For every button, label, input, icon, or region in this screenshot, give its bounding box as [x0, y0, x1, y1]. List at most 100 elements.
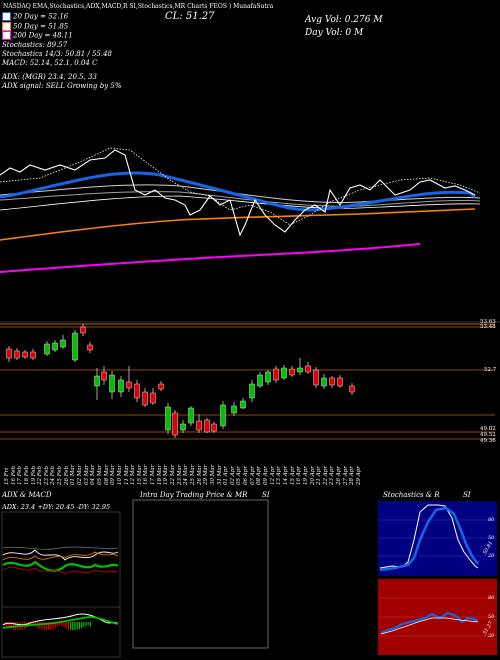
- macd-bar: [67, 622, 69, 630]
- ema-band-line: [0, 184, 481, 203]
- dotted-overlay-line: [0, 147, 481, 226]
- candle-up: [249, 383, 255, 399]
- macd-bar: [41, 622, 43, 630]
- indicator-legend: 20 Day = 52.16 50 Day = 51.85 200 Day = …: [2, 12, 121, 91]
- date-label: 27 Apr: [342, 466, 349, 485]
- date-label: 17 Mar: [150, 464, 157, 485]
- adx-line-orange: [2, 551, 119, 561]
- date-label: 25 Mar: [189, 464, 196, 485]
- date-label: 17 Feb: [17, 465, 24, 485]
- date-label: 16 Mar: [143, 464, 150, 485]
- date-label: 19 Mar: [163, 464, 170, 485]
- candle-up: [257, 374, 263, 387]
- macd-bar: [45, 622, 47, 630]
- date-label: 16 Apr: [296, 466, 303, 485]
- macd-bar: [85, 622, 87, 626]
- candle-up: [44, 343, 50, 355]
- candle-down: [142, 391, 148, 406]
- date-label: 22 Mar: [170, 464, 177, 485]
- macd-histogram: [4, 622, 91, 630]
- date-label: 14 Apr: [282, 466, 289, 485]
- macd-bar: [59, 622, 61, 626]
- candle-down: [158, 383, 164, 390]
- candle-down: [289, 368, 295, 376]
- date-label: 15 Apr: [289, 466, 296, 485]
- date-label: 07 Apr: [249, 466, 256, 485]
- macd-bar: [70, 622, 72, 630]
- candle-up: [109, 374, 115, 393]
- macd-bar: [52, 622, 54, 629]
- date-label: 05 Apr: [236, 466, 243, 485]
- price-line: [0, 149, 476, 237]
- ema20-row: 20 Day = 52.16: [2, 12, 121, 22]
- date-label: 09 Mar: [110, 464, 117, 485]
- ema200-line: [0, 243, 421, 273]
- candle-down: [134, 383, 140, 399]
- macd-bar: [83, 622, 85, 628]
- stochastics-label: Stochastics: 89.57: [2, 40, 68, 49]
- candle-down: [313, 369, 319, 386]
- date-label: 24 Feb: [50, 465, 57, 485]
- ema-band-line: [0, 191, 481, 207]
- date-label: 23 Feb: [43, 465, 50, 485]
- candle-down: [150, 392, 156, 404]
- macd-bar: [30, 622, 32, 626]
- macd-bar: [28, 622, 30, 627]
- day-volume-label: Day Vol: 0 M: [305, 28, 364, 38]
- candle-down: [196, 420, 202, 431]
- candle-up: [281, 367, 287, 379]
- rsi-tick: 20: [488, 633, 495, 639]
- adx-line-grey: [2, 546, 119, 550]
- macd-bar: [48, 622, 50, 630]
- level-label: 52.7: [484, 367, 497, 373]
- candle-up: [118, 379, 124, 393]
- date-label: 03 Mar: [83, 464, 90, 485]
- candle-down: [126, 381, 132, 389]
- ema20-swatch: [2, 12, 11, 21]
- date-label: 31 Mar: [216, 464, 223, 485]
- macd-bar: [21, 622, 23, 630]
- ema50-swatch: [2, 21, 11, 31]
- macd-line-white: [2, 613, 119, 626]
- candle-down: [6, 348, 12, 359]
- macd-bar: [17, 622, 19, 630]
- rsi-signal-line: [380, 617, 479, 635]
- ema20-label: 20 Day = 52.16: [13, 12, 69, 21]
- date-label: 29 Apr: [356, 466, 362, 485]
- adx-line-green: [2, 560, 119, 572]
- date-label: 26 Mar: [196, 464, 203, 485]
- date-label: 18 Feb: [23, 465, 30, 485]
- stochastics-panel-bg: [378, 501, 497, 576]
- candle-down: [30, 351, 36, 359]
- candle-up: [220, 404, 226, 427]
- rsi-tick: 50: [488, 614, 495, 620]
- adx-panel-title: ADX & MACD: [2, 491, 52, 499]
- rsi-line: [380, 611, 479, 635]
- date-label: 15 Fri: [4, 468, 10, 485]
- date-label: 24 Mar: [183, 464, 190, 485]
- date-label: 22 Feb: [37, 465, 44, 485]
- intraday-panel-si: SI: [262, 491, 270, 499]
- stoch-tick: 20: [488, 553, 495, 559]
- date-label: 01 Apr: [223, 466, 230, 485]
- date-label: 23 Mar: [176, 464, 183, 485]
- macd-bar: [4, 622, 6, 625]
- ema50-label: 50 Day = 51.85: [13, 22, 69, 30]
- macd-bar: [87, 622, 89, 626]
- macd-bar: [34, 622, 36, 627]
- date-label: 12 Mar: [130, 464, 137, 485]
- date-label: 16 Feb: [10, 465, 17, 485]
- candle-up: [72, 332, 78, 361]
- date-label: 18 Mar: [156, 464, 163, 485]
- candle-up: [94, 375, 100, 387]
- level-label: 49.52: [480, 432, 496, 438]
- macd-bar: [23, 622, 25, 629]
- adx-signal-label: ADX signal: SELL Growing by 5%: [2, 81, 122, 90]
- page-title: NASDAQ EMA,Stochastics,ADX,MACD,R SI,Sto…: [3, 3, 274, 10]
- date-label: 19 Feb: [30, 465, 37, 485]
- close-price-label: CL: 51.27: [165, 11, 215, 22]
- macd-bar: [39, 622, 41, 629]
- stoch-kd-label: Stochastics 14/3: 50.81 / 55.48: [2, 49, 112, 58]
- ema50-line: [0, 208, 476, 241]
- date-label: 02 Mar: [77, 464, 84, 485]
